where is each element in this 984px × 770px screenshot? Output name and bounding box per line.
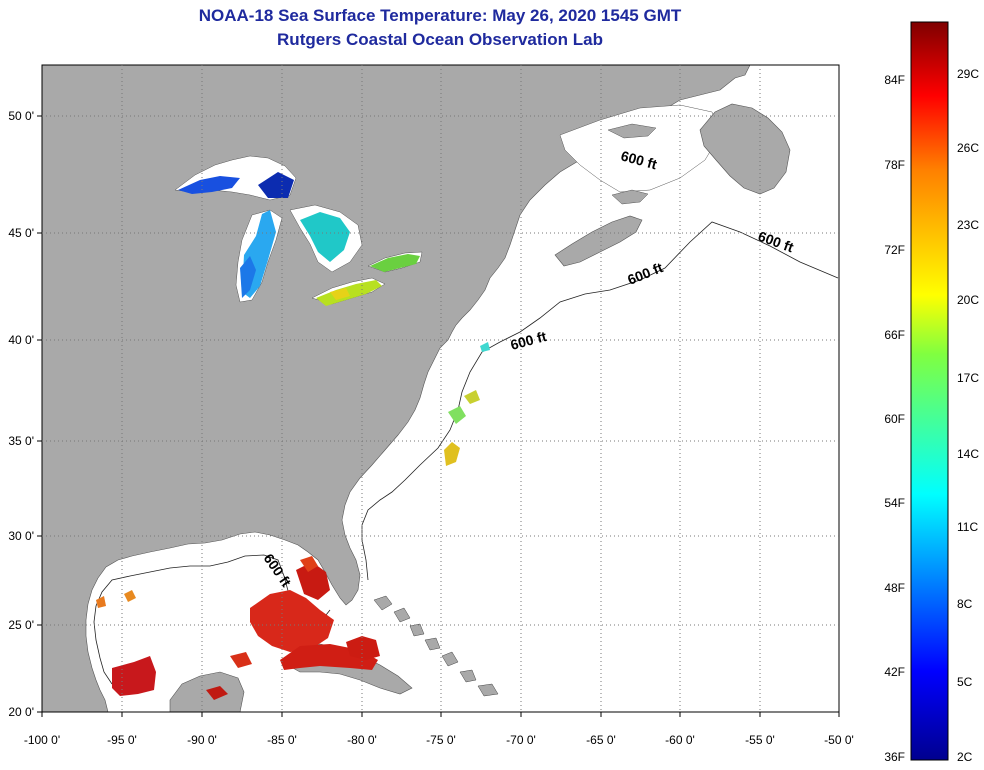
- lon-label: -85 0': [267, 733, 297, 747]
- lat-label: 25 0': [8, 618, 34, 632]
- colorbar-f-label: 54F: [884, 496, 905, 510]
- lon-label: -75 0': [426, 733, 456, 747]
- land-mass: [42, 65, 751, 712]
- lat-label: 20 0': [8, 705, 34, 719]
- colorbar-f-label: 72F: [884, 243, 905, 257]
- colorbar-c-label: 29C: [957, 67, 979, 81]
- colorbar-gradient: [910, 21, 949, 761]
- lon-label: -90 0': [187, 733, 217, 747]
- colorbar-f-label: 42F: [884, 665, 905, 679]
- pei: [611, 189, 649, 205]
- colorbar-f-label: 66F: [884, 328, 905, 342]
- lon-label: -70 0': [506, 733, 536, 747]
- lat-label: 40 0': [8, 333, 34, 347]
- colorbar-c-label: 17C: [957, 371, 979, 385]
- anticosti: [607, 123, 657, 139]
- colorbar-c-label: 23C: [957, 218, 979, 232]
- lat-label: 45 0': [8, 226, 34, 240]
- nova-scotia: [554, 215, 643, 267]
- lat-label: 35 0': [8, 434, 34, 448]
- map-subtitle: Rutgers Coastal Ocean Observation Lab: [277, 30, 603, 49]
- lon-label: -60 0': [665, 733, 695, 747]
- lon-label: -100 0': [24, 733, 60, 747]
- colorbar-c-label: 14C: [957, 447, 979, 461]
- colorbar-celsius-labels: 2C 5C 8C 11C 14C 17C 20C 23C 26C 29C: [957, 67, 979, 764]
- colorbar-c-label: 11C: [957, 520, 978, 534]
- lon-label: -55 0': [745, 733, 775, 747]
- sst-gulf: [96, 556, 380, 700]
- lon-label: -65 0': [586, 733, 616, 747]
- colorbar-f-label: 48F: [884, 581, 905, 595]
- bahamas: [373, 595, 499, 697]
- newfoundland: [699, 103, 791, 195]
- sst-great-lakes: [178, 172, 420, 306]
- lon-label: -80 0': [347, 733, 377, 747]
- colorbar-c-label: 2C: [957, 750, 973, 764]
- colorbar-c-label: 5C: [957, 675, 973, 689]
- sst-atlantic: [444, 342, 490, 466]
- yucatan: [169, 671, 245, 712]
- colorbar-f-label: 36F: [884, 750, 905, 764]
- lat-label: 50 0': [8, 109, 34, 123]
- gulf-st-lawrence: [559, 104, 721, 193]
- colorbar-fahrenheit-labels: 36F 42F 48F 54F 60F 66F 72F 78F 84F: [884, 73, 905, 764]
- lat-label: 30 0': [8, 529, 34, 543]
- graticule: [42, 65, 839, 712]
- colorbar-c-label: 26C: [957, 141, 979, 155]
- axis-ticks: -100 0' -95 0' -90 0' -85 0' -80 0' -75 0' -70…: [8, 109, 853, 747]
- colorbar-c-label: 8C: [957, 597, 973, 611]
- lon-label: -95 0': [107, 733, 137, 747]
- colorbar-f-label: 84F: [884, 73, 905, 87]
- colorbar-c-label: 20C: [957, 293, 979, 307]
- map-title: NOAA-18 Sea Surface Temperature: May 26,…: [198, 6, 682, 25]
- colorbar-f-label: 78F: [884, 158, 905, 172]
- lon-label: -50 0': [824, 733, 854, 747]
- colorbar-f-label: 60F: [884, 412, 905, 426]
